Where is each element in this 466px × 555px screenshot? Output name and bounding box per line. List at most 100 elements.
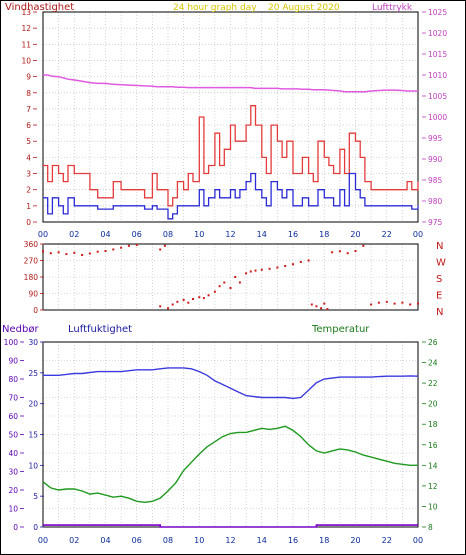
rain-axis-tick: 60	[8, 412, 18, 421]
rain-axis-tick: 20	[8, 486, 18, 495]
wind-axis-tick: 0	[26, 218, 31, 227]
x-tick-label: 04	[100, 230, 110, 239]
temperature-axis-tick: 10	[428, 502, 438, 511]
x-tick-label: 06	[132, 230, 142, 239]
direction-point	[307, 259, 310, 262]
temperature-axis-tick: 26	[428, 338, 438, 347]
humidity-axis-tick: 15	[28, 431, 38, 440]
temperature-axis-tick: 16	[428, 441, 438, 450]
direction-point	[346, 252, 349, 255]
direction-point	[234, 276, 237, 278]
direction-point	[202, 297, 205, 300]
temperature-axis-tick: 8	[428, 523, 433, 532]
wind-axis-tick: 11	[21, 40, 31, 49]
direction-point	[96, 250, 99, 253]
rain-axis-tick: 40	[8, 449, 18, 458]
compass-label: W	[436, 258, 446, 269]
direction-axis-tick: 180	[24, 273, 39, 282]
wind-axis-tick: 12	[21, 24, 31, 33]
direction-point	[182, 298, 185, 301]
direction-point	[315, 305, 318, 308]
temperature-axis-tick: 24	[428, 359, 438, 368]
direction-point	[326, 308, 329, 311]
direction-point	[276, 266, 279, 269]
rain-line	[43, 524, 418, 528]
x-tick-label: 18	[319, 536, 329, 545]
direction-point	[187, 301, 190, 304]
pressure-axis-tick: 1015	[428, 50, 447, 59]
direction-point	[57, 251, 60, 254]
direction-point	[135, 243, 138, 246]
direction-point	[338, 250, 341, 253]
temperature-axis-tick: 20	[428, 400, 438, 409]
wind-axis-tick: 8	[26, 89, 31, 98]
rain-axis-tick: 100	[4, 338, 19, 347]
direction-axis-tick: 0	[33, 306, 38, 315]
x-tick-label: 00	[413, 230, 423, 239]
compass-label: E	[436, 291, 442, 302]
rain-axis-tick: 10	[8, 505, 18, 514]
pressure-axis-tick: 1025	[428, 8, 447, 17]
x-tick-label: 10	[194, 536, 204, 545]
humidity-axis-tick: 0	[33, 523, 38, 532]
pressure-axis-tick: 990	[428, 155, 443, 164]
direction-point	[354, 250, 357, 252]
humidity-axis-tick: 30	[28, 338, 38, 347]
direction-point	[171, 303, 174, 306]
wind-axis-tick: 6	[26, 121, 31, 130]
x-tick-label: 22	[382, 536, 392, 545]
direction-point	[73, 251, 76, 254]
humidity-axis-tick: 20	[28, 400, 38, 409]
x-tick-label: 22	[382, 230, 392, 239]
humidity-axis-tick: 10	[28, 461, 38, 470]
direction-point	[159, 248, 162, 251]
direction-point	[292, 263, 294, 266]
plot-frame	[42, 11, 419, 223]
direction-point	[238, 281, 241, 284]
x-tick-label: 14	[257, 536, 267, 545]
temperature-title: Temperatur	[311, 324, 370, 335]
x-tick-label: 00	[413, 536, 423, 545]
pressure-axis-tick: 1005	[428, 92, 447, 101]
direction-axis-tick: 360	[24, 240, 39, 249]
direction-point	[370, 303, 373, 306]
x-tick-label: 08	[163, 536, 173, 545]
pressure-axis-tick: 995	[428, 134, 443, 143]
direction-point	[310, 303, 313, 306]
direction-point	[409, 303, 412, 306]
graph-date: 20 August 2020	[268, 3, 340, 13]
pressure-title: Lufttrykk	[372, 3, 413, 13]
direction-point	[299, 261, 302, 263]
direction-point	[323, 302, 326, 305]
wind-line	[43, 172, 419, 220]
x-tick-label: 18	[319, 230, 329, 239]
direction-point	[362, 244, 365, 247]
x-tick-label: 10	[194, 230, 204, 239]
pressure-axis-tick: 975	[428, 218, 443, 227]
direction-point	[218, 285, 221, 288]
direction-point	[163, 244, 166, 247]
wind-axis-tick: 10	[21, 56, 31, 65]
direction-point	[192, 298, 194, 300]
rain-axis-tick: 80	[8, 375, 18, 384]
rain-axis-tick: 70	[8, 394, 18, 403]
humidity-title: Luftfuktighet	[68, 324, 132, 335]
direction-point	[331, 251, 334, 254]
pressure-line	[43, 74, 418, 93]
direction-point	[65, 253, 68, 256]
direction-point	[223, 281, 226, 284]
x-tick-label: 16	[288, 536, 298, 545]
wind-axis-tick: 5	[26, 137, 31, 146]
rain-axis-tick: 30	[8, 468, 18, 477]
direction-point	[176, 300, 179, 303]
x-tick-label: 00	[38, 230, 48, 239]
wind-axis-tick: 1	[26, 202, 31, 211]
humidity-line	[43, 367, 419, 400]
temperature-line	[42, 425, 418, 504]
rain-axis-tick: 50	[8, 431, 18, 440]
direction-point	[167, 307, 169, 310]
x-tick-label: 20	[350, 536, 360, 545]
wind-axis-tick: 3	[26, 170, 31, 179]
x-tick-label: 02	[69, 230, 79, 239]
